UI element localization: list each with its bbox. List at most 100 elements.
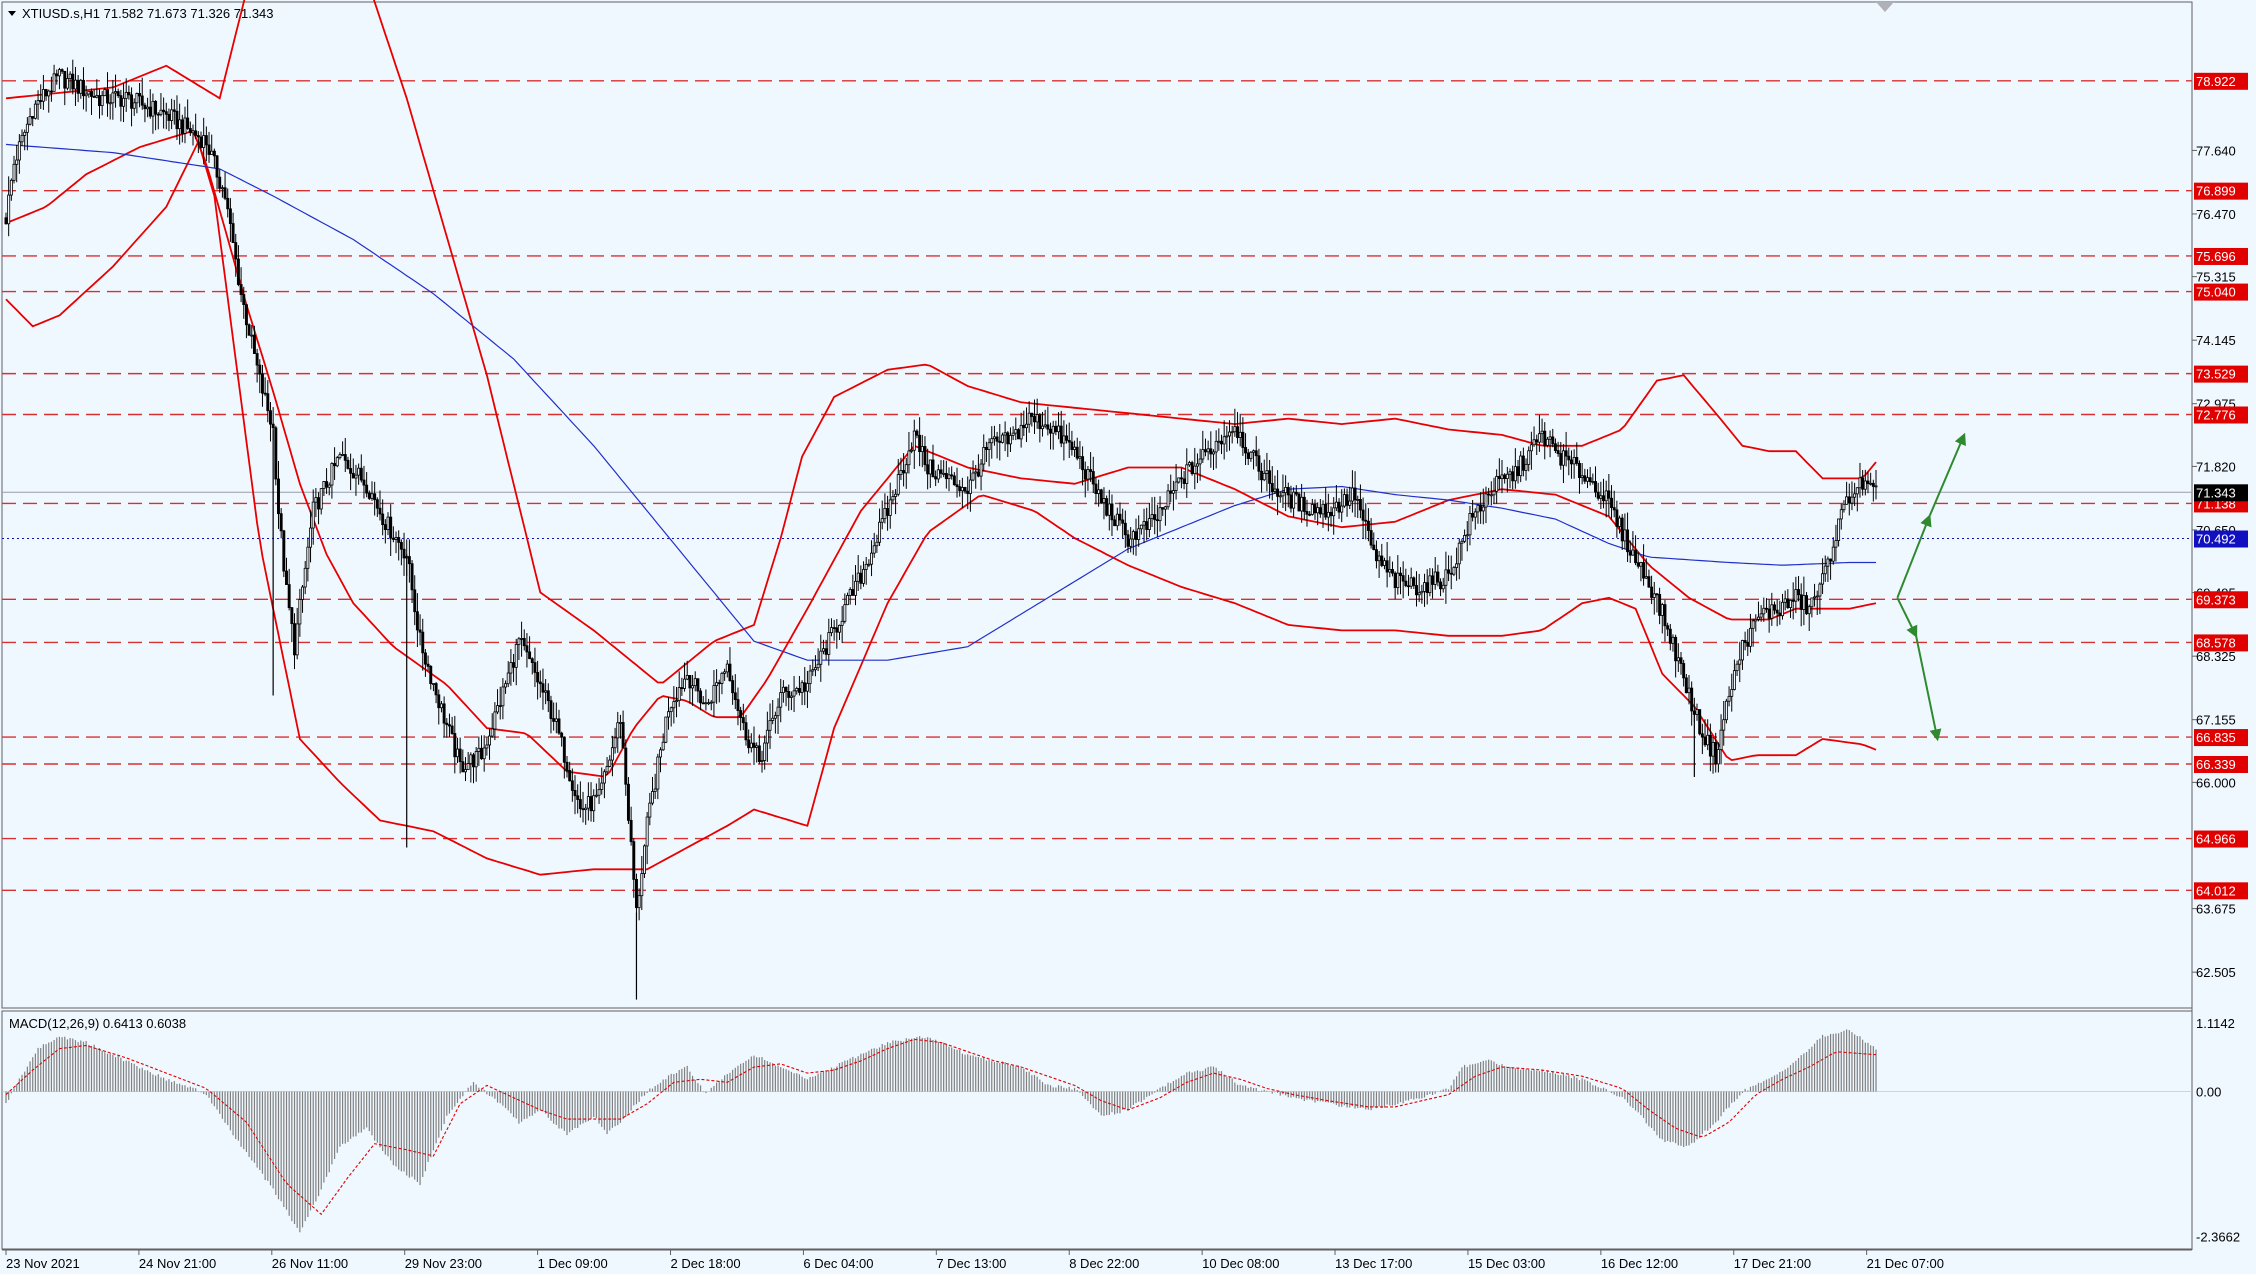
candle-body: [1855, 487, 1859, 495]
candle-body: [763, 742, 767, 761]
macd-signal-line: [5, 1038, 1877, 1216]
candle-body: [1017, 429, 1020, 440]
candle-body: [1465, 534, 1469, 537]
candle-body: [1439, 581, 1443, 590]
candle-body: [1313, 504, 1317, 514]
candle-body: [49, 90, 53, 93]
candle-body: [776, 706, 780, 717]
ma-price-tag-bg: [2194, 530, 2248, 548]
candle-body: [573, 790, 577, 797]
level-price-tag-bg: [2194, 729, 2248, 747]
symbol-dropdown-icon[interactable]: [8, 11, 16, 16]
candle-body: [1254, 450, 1258, 457]
candle-body: [439, 703, 443, 709]
candle-body: [947, 474, 951, 480]
candle-body: [1826, 558, 1830, 567]
candle-body: [851, 589, 855, 596]
candle-body: [7, 194, 11, 225]
candle-body: [480, 747, 483, 760]
candle-body: [1385, 560, 1389, 573]
candle-body: [1070, 441, 1074, 450]
candle-body: [132, 102, 136, 109]
candle-body: [1046, 424, 1050, 430]
bollinger-bands: [5, 0, 1877, 876]
candle-body: [1866, 480, 1870, 484]
candle-body: [934, 476, 938, 480]
candle-body: [287, 584, 291, 609]
candle-body: [188, 128, 192, 134]
forecast-arrows[interactable]: [1896, 432, 1966, 742]
candle-body: [878, 521, 882, 543]
candle-body: [1412, 577, 1416, 586]
candle-body: [918, 434, 922, 453]
candle-body: [496, 705, 500, 713]
chart-shift-marker[interactable]: [1876, 2, 1894, 12]
candle-body: [880, 518, 884, 523]
candle-body: [1476, 504, 1480, 513]
candle-body: [1762, 607, 1766, 615]
candle-body: [301, 586, 304, 600]
candle-body: [634, 878, 638, 909]
candle-body: [1423, 582, 1426, 592]
candle-body: [290, 607, 294, 625]
candle-body: [1666, 625, 1670, 630]
level-price-tag-bg: [2194, 830, 2248, 848]
candle-body: [146, 106, 150, 110]
candle-body: [1220, 440, 1223, 445]
bollinger-lower-line: [5, 139, 1877, 876]
candle-body: [846, 595, 849, 606]
candle-body: [1380, 555, 1384, 566]
candle-body: [789, 695, 793, 698]
candle-body: [741, 717, 745, 724]
candle-body: [1051, 425, 1055, 434]
candle-body: [626, 783, 630, 821]
candle-body: [1578, 462, 1581, 479]
candle-body: [749, 742, 753, 749]
candle-body: [373, 493, 377, 501]
candle-body: [234, 242, 238, 260]
level-price-tag-bg: [2194, 634, 2248, 652]
candle-body: [68, 73, 72, 79]
candle-body: [1118, 513, 1122, 521]
candle-body: [346, 459, 350, 469]
time-tick-label: 29 Nov 23:00: [405, 1256, 482, 1271]
candle-body: [602, 771, 606, 784]
candle-body: [1404, 580, 1408, 587]
candle-body: [832, 627, 836, 630]
candle-body: [960, 487, 964, 492]
candle-body: [891, 496, 895, 501]
candle-body: [39, 100, 43, 102]
candle-body: [856, 572, 860, 582]
candle-body: [223, 187, 227, 199]
candle-body: [426, 663, 430, 667]
candle-body: [581, 808, 585, 811]
candle-body: [1161, 507, 1165, 510]
candle-body: [1094, 483, 1098, 494]
candle-body: [859, 572, 863, 584]
candle-body: [1567, 455, 1571, 461]
candle-body: [1818, 583, 1822, 597]
candles: [4, 59, 1878, 1000]
level-price-tag: 76.899: [2196, 184, 2236, 199]
candle-body: [92, 96, 96, 98]
candle-body: [111, 92, 115, 104]
candle-body: [1732, 670, 1736, 690]
candle-body: [415, 611, 419, 631]
candle-body: [578, 799, 582, 810]
forecast-arrow-segment: [1915, 635, 1942, 742]
candle-body: [485, 744, 489, 749]
candle-body: [1022, 424, 1026, 429]
candle-body: [1652, 593, 1656, 598]
candle-body: [1348, 500, 1352, 506]
candle-body: [1853, 493, 1857, 498]
candle-body: [805, 683, 809, 692]
candle-body: [875, 541, 879, 547]
candle-body: [669, 707, 673, 713]
candle-body: [1834, 540, 1838, 548]
candle-body: [303, 567, 307, 588]
candle-body: [688, 675, 692, 689]
candle-body: [1503, 474, 1507, 479]
